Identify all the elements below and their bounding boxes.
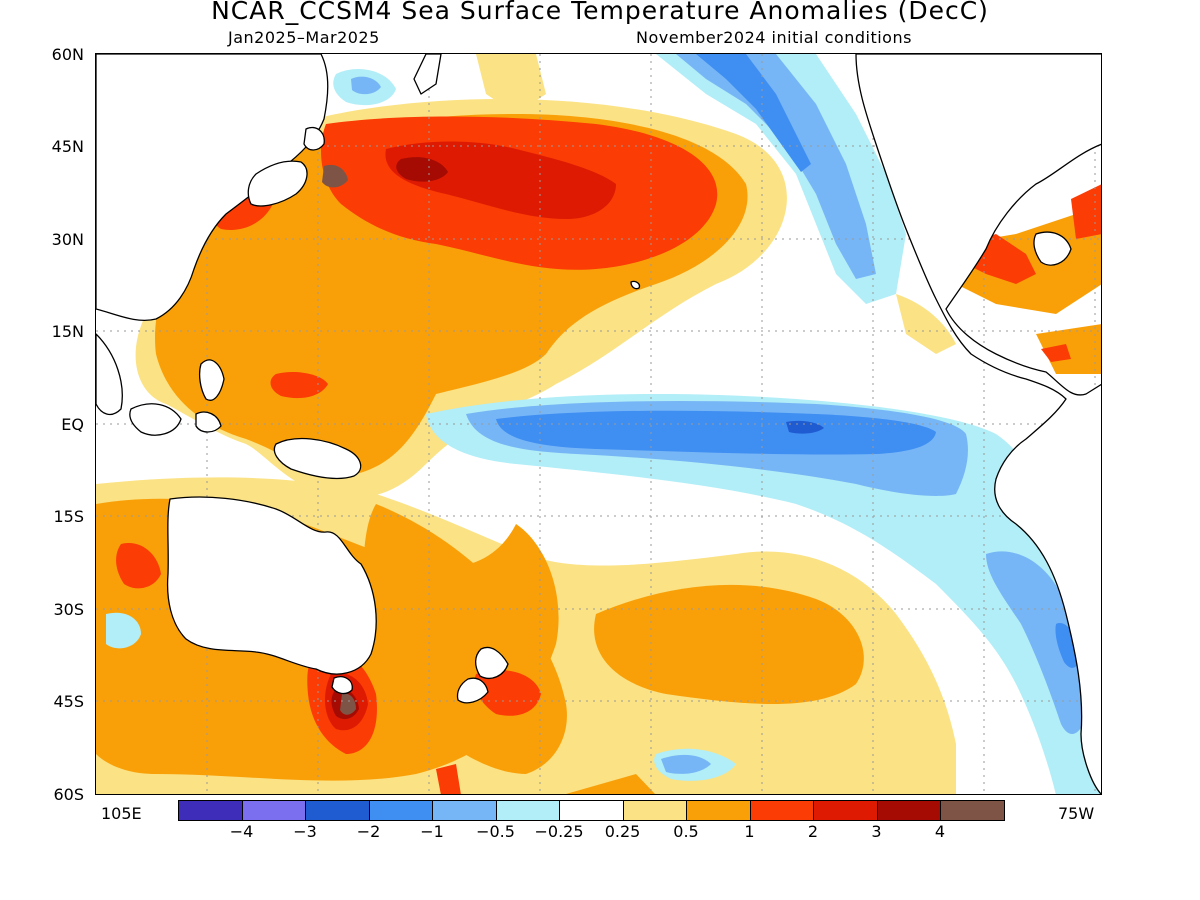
legend-bin — [940, 800, 1005, 821]
lon-label-left: 105E — [101, 804, 142, 823]
legend-tick-label: −0.5 — [476, 822, 515, 841]
lat-label-60n: 60N — [51, 45, 84, 64]
legend-tick-label: 0.5 — [673, 822, 699, 841]
legend-bin — [622, 800, 687, 821]
tasmania-coast — [331, 676, 353, 695]
indochina-coast — [96, 333, 123, 416]
legend-tick-label: 0.25 — [604, 822, 641, 841]
gulf-coast — [1033, 231, 1072, 266]
anomaly-band-neg-1 — [496, 54, 1081, 668]
new-zealand-south-coast — [456, 677, 489, 704]
lat-label-eq: EQ — [61, 415, 84, 434]
legend-bin — [559, 800, 624, 821]
legend-bin — [241, 800, 306, 821]
map-title: NCAR_CCSM4 Sea Surface Temperature Anoma… — [211, 0, 989, 25]
legend-tick-label: −0.25 — [534, 822, 584, 841]
legend-bin — [432, 800, 497, 821]
lat-label-30s: 30S — [53, 600, 84, 619]
forecast-period: Jan2025–Mar2025 — [228, 28, 380, 47]
color-legend — [178, 800, 1005, 822]
legend-bin — [813, 800, 878, 821]
legend-tick-label: −3 — [293, 822, 317, 841]
japan-coast — [247, 160, 308, 207]
lat-label-15s: 15S — [53, 507, 84, 526]
legend-tick-label: 2 — [807, 822, 819, 841]
legend-bin — [368, 800, 433, 821]
anomaly-band-neg-2 — [786, 420, 824, 434]
legend-bin — [495, 800, 560, 821]
lat-label-30n: 30N — [51, 230, 84, 249]
legend-bin — [178, 800, 243, 821]
hokkaido-coast — [303, 126, 325, 151]
lat-label-15n: 15N — [51, 322, 84, 341]
new-zealand-north-coast — [474, 646, 509, 679]
philippines-coast — [199, 359, 225, 401]
kamchatka-coast — [413, 54, 442, 95]
australia-coast — [166, 496, 377, 675]
sulawesi-coast — [195, 411, 222, 433]
legend-bin — [876, 800, 941, 821]
borneo-coast — [129, 403, 182, 436]
coastlines — [96, 54, 1102, 795]
lat-label-60s: 60S — [53, 785, 84, 804]
initial-conditions: November2024 initial conditions — [636, 28, 912, 47]
legend-bin — [749, 800, 814, 821]
legend-tick-label: 3 — [871, 822, 882, 841]
anomaly-band-4 — [322, 164, 356, 715]
sst-anomaly-field — [96, 54, 1102, 795]
legend-tick-label: 1 — [744, 822, 755, 841]
legend-tick-label: −4 — [229, 822, 254, 841]
legend-tick-label: −2 — [356, 822, 381, 841]
legend-tick-label: 4 — [934, 822, 946, 841]
lon-label-right: 75W — [1058, 804, 1095, 823]
legend-tick-label: −1 — [420, 822, 444, 841]
hawaii-coast — [630, 280, 641, 290]
new-guinea-coast — [273, 437, 362, 480]
legend-bin — [686, 800, 751, 821]
americas-coast — [855, 54, 1102, 795]
east-asia-coast — [96, 54, 329, 321]
legend-bin — [305, 800, 370, 821]
sst-anomaly-map — [96, 54, 1102, 795]
lat-label-45n: 45N — [51, 137, 84, 156]
lat-label-45s: 45S — [53, 692, 84, 711]
